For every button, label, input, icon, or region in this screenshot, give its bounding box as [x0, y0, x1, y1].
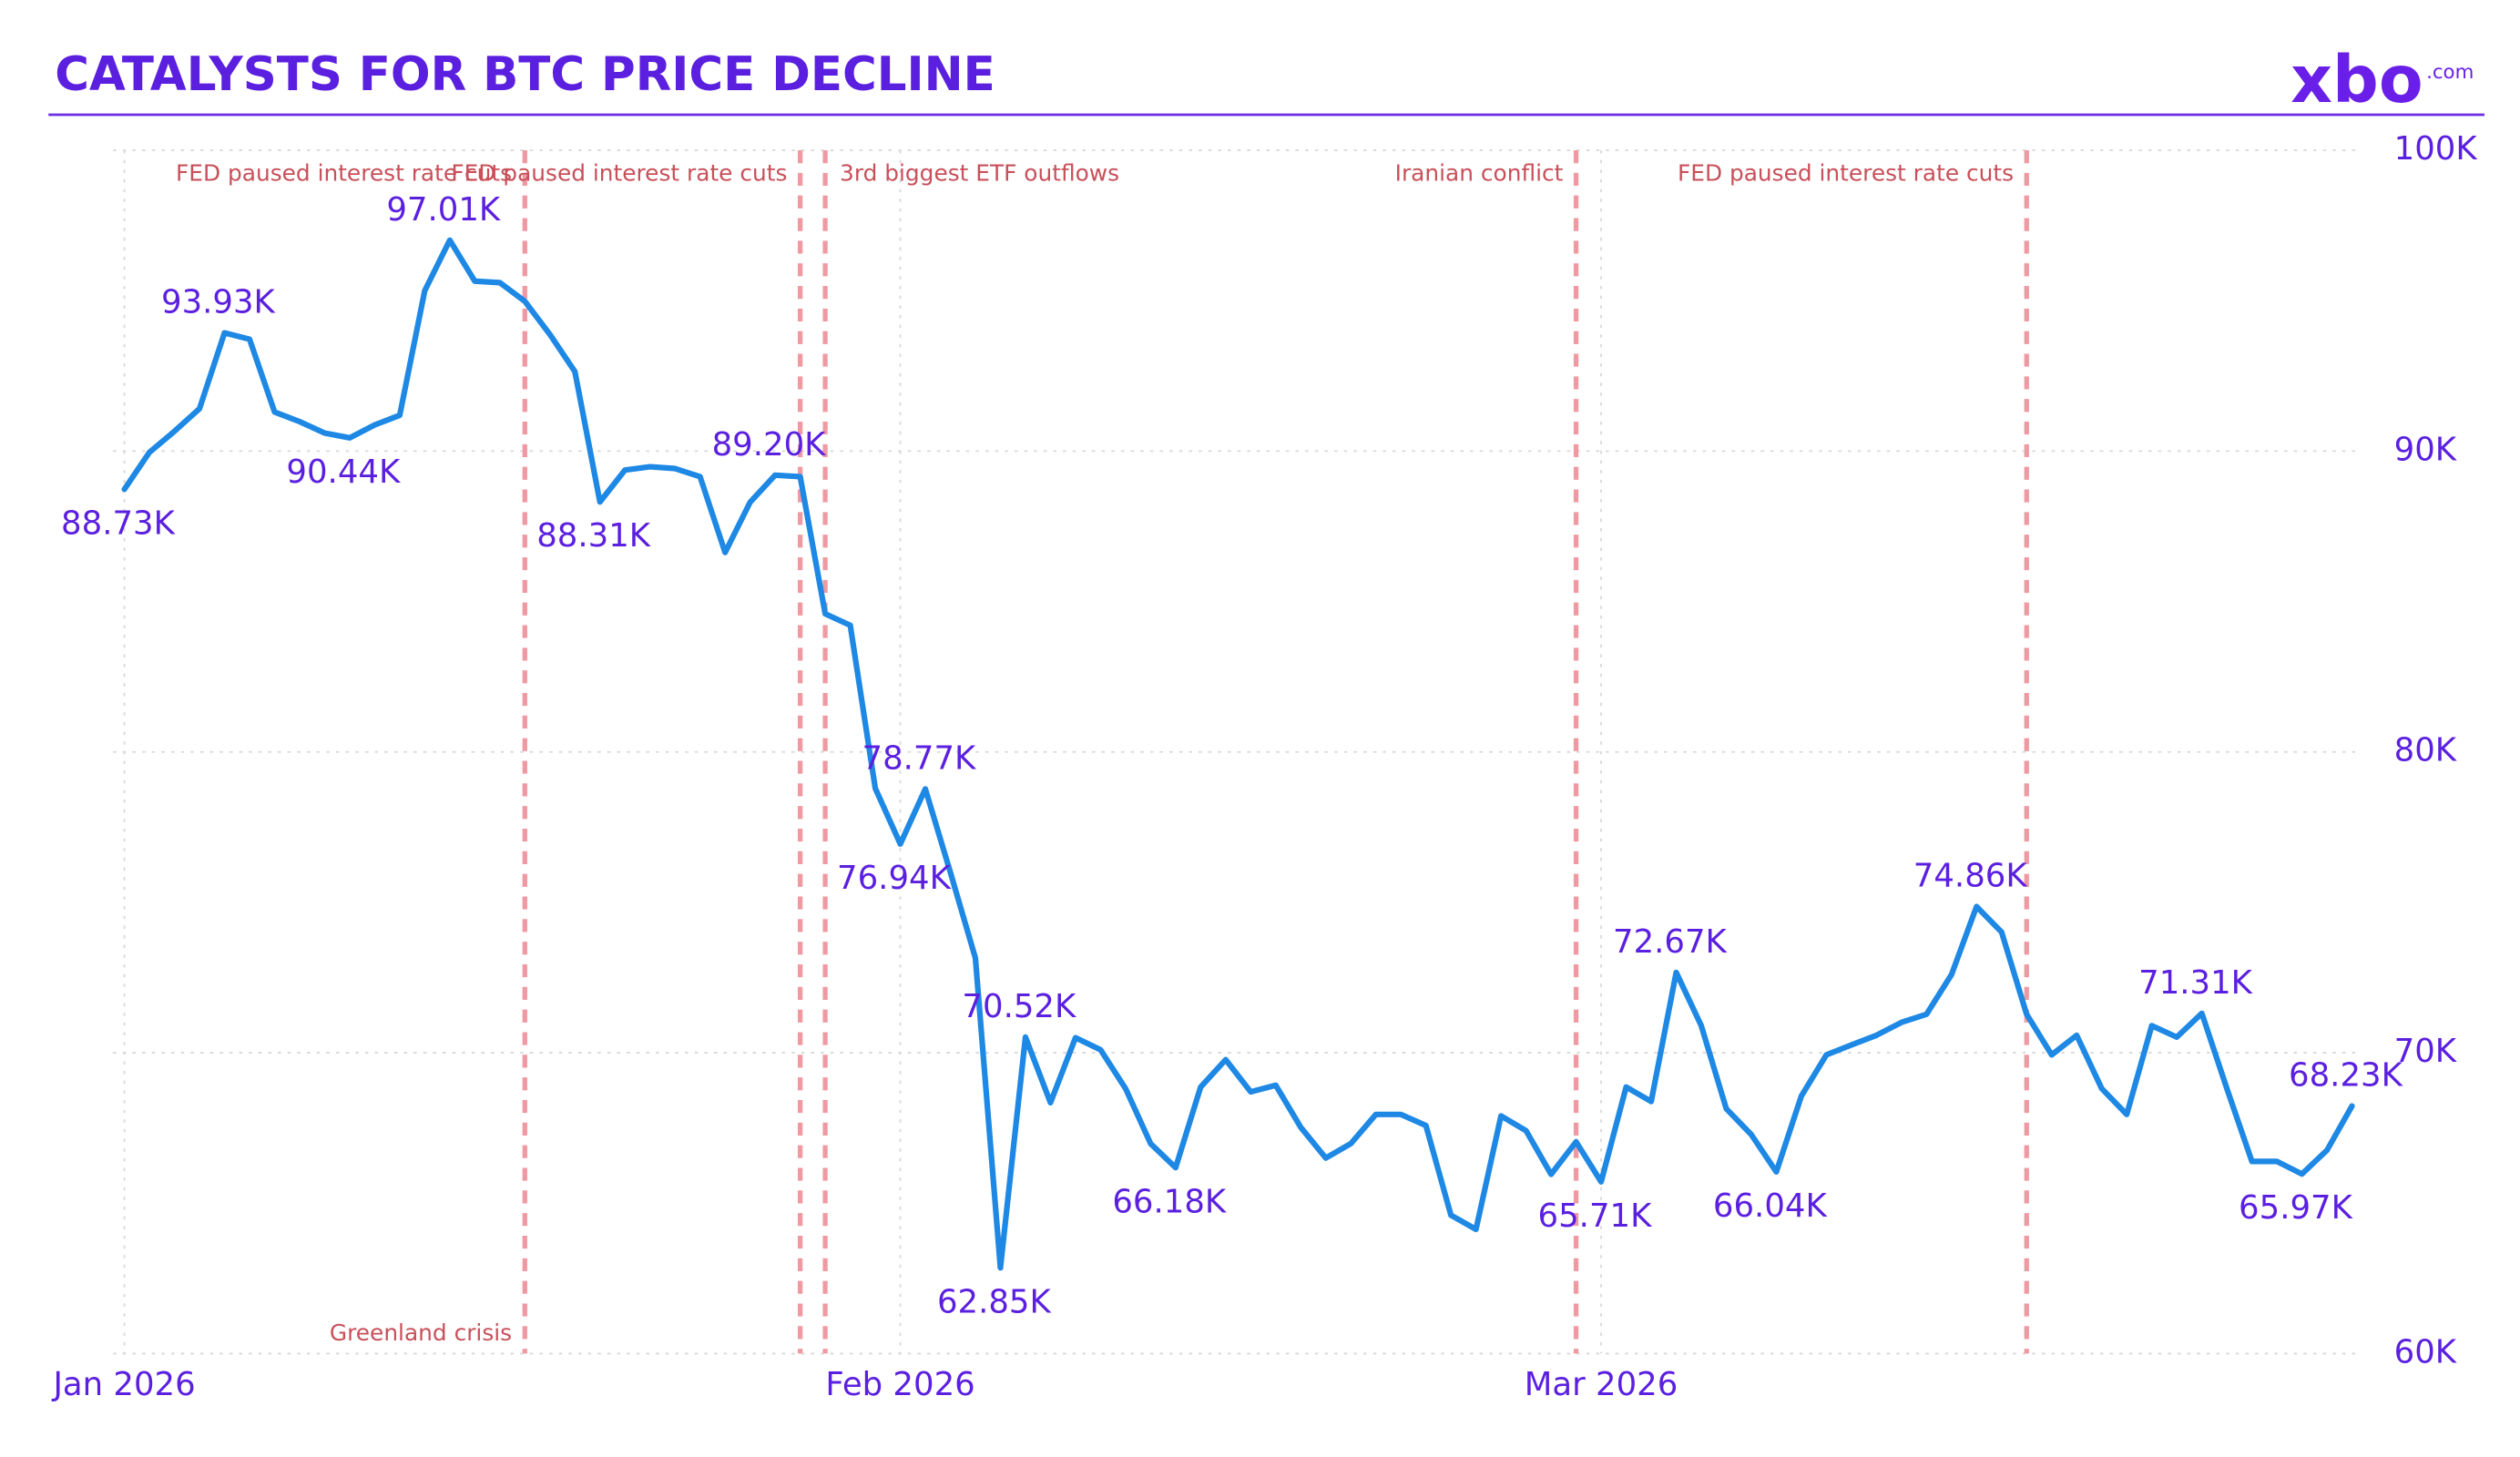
annotation-label: FED paused interest rate cuts	[1678, 160, 2014, 187]
y-tick-label: 90K	[2394, 431, 2457, 468]
annotation-label: Iranian conflict	[1395, 160, 1564, 187]
data-label: 72.67K	[1613, 923, 1728, 961]
chart-title: CATALYSTS FOR BTC PRICE DECLINE	[55, 47, 995, 102]
logo-suffix: .com	[2426, 61, 2474, 84]
price-line	[121, 237, 2355, 1271]
data-label: 78.77K	[862, 739, 977, 777]
data-label: 71.31K	[2138, 964, 2253, 1002]
data-label: 76.94K	[837, 860, 952, 897]
annotation-label: 3rd biggest ETF outflows	[840, 160, 1119, 187]
data-label: 88.31K	[536, 517, 651, 555]
y-tick-label: 80K	[2394, 732, 2457, 769]
data-label: 88.73K	[61, 504, 176, 542]
data-label: 62.85K	[937, 1283, 1052, 1320]
data-label: 93.93K	[161, 284, 276, 321]
data-label: 65.71K	[1538, 1197, 1653, 1235]
y-tick-label: 100K	[2394, 130, 2478, 168]
data-label: 66.04K	[1713, 1187, 1828, 1225]
annotation-label: FED paused interest rate cuts	[176, 160, 512, 187]
data-label: 89.20K	[712, 426, 827, 464]
y-tick-label: 70K	[2394, 1033, 2457, 1070]
data-label: 90.44K	[286, 453, 401, 491]
x-tick-label: Jan 2026	[51, 1366, 195, 1403]
annotation-label: Greenland crisis	[330, 1319, 512, 1346]
data-label: 97.01K	[386, 191, 501, 229]
logo: xbo	[2290, 42, 2423, 117]
data-label: 70.52K	[962, 988, 1076, 1025]
data-label: 74.86K	[1913, 858, 2028, 895]
x-tick-label: Feb 2026	[825, 1366, 974, 1403]
data-label: 66.18K	[1112, 1183, 1227, 1220]
data-label: 68.23K	[2289, 1057, 2403, 1095]
data-label: 65.97K	[2239, 1189, 2353, 1227]
y-tick-label: 60K	[2394, 1333, 2457, 1370]
x-tick-label: Mar 2026	[1525, 1366, 1678, 1403]
annotation-label: FED paused interest rate cuts	[451, 160, 787, 187]
